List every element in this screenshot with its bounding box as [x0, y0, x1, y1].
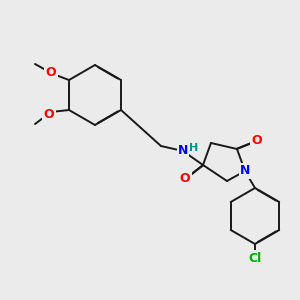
- Text: N: N: [178, 145, 188, 158]
- Text: N: N: [240, 164, 250, 178]
- Text: H: H: [189, 143, 199, 153]
- Text: O: O: [46, 65, 56, 79]
- Text: Cl: Cl: [248, 251, 262, 265]
- Text: O: O: [44, 107, 54, 121]
- Text: O: O: [180, 172, 190, 185]
- Text: O: O: [252, 134, 262, 148]
